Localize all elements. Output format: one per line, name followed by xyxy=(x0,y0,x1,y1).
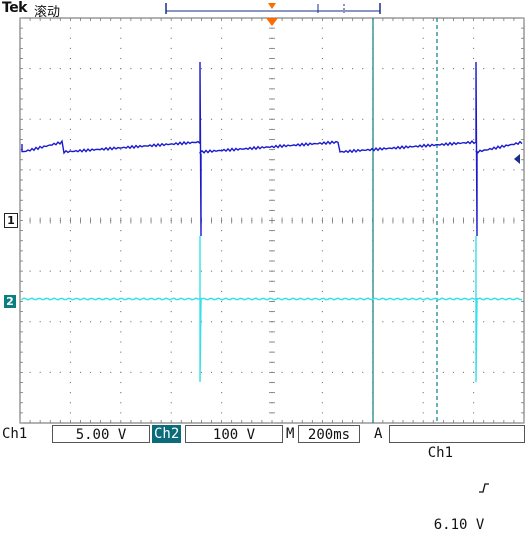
ch2-label[interactable]: Ch2 xyxy=(152,425,182,443)
rising-edge-icon xyxy=(428,462,490,516)
acquisition-status: 滚动 xyxy=(34,5,61,20)
ch1-marker-label: 1 xyxy=(7,214,15,227)
timebase-scale: 200ms xyxy=(298,425,360,443)
brand-logo: Tek xyxy=(2,0,28,16)
trigger-source: Ch1 xyxy=(427,445,454,461)
ch2-marker-label: 2 xyxy=(6,295,14,308)
ch1-waveform xyxy=(21,61,523,237)
trigger-level: 6.10 V xyxy=(433,517,485,533)
ch1-ground-marker[interactable]: 1 xyxy=(4,213,18,228)
timebase-label: M xyxy=(286,426,295,442)
top-status-bar: Tek 滚动 xyxy=(0,0,528,20)
graticule-grid xyxy=(19,17,525,424)
trigger-label: A xyxy=(374,426,383,442)
ch2-waveform xyxy=(21,236,523,383)
trigger-position-marker[interactable] xyxy=(268,3,276,9)
trigger-level-marker[interactable] xyxy=(514,154,520,164)
trigger-readout[interactable]: Ch1 6.10 V xyxy=(389,425,525,533)
bottom-readout-bar: Ch1 5.00 V Ch2 100 V M 200ms A Ch1 6.10 … xyxy=(0,424,528,533)
waveform-display xyxy=(19,3,525,424)
ch1-label[interactable]: Ch1 xyxy=(2,426,28,442)
ch2-ground-marker[interactable]: 2 xyxy=(4,295,16,308)
trigger-time-marker[interactable] xyxy=(266,18,278,26)
ch1-scale: 5.00 V xyxy=(52,425,150,443)
ch2-scale: 100 V xyxy=(185,425,283,443)
record-position-indicator xyxy=(165,3,381,14)
